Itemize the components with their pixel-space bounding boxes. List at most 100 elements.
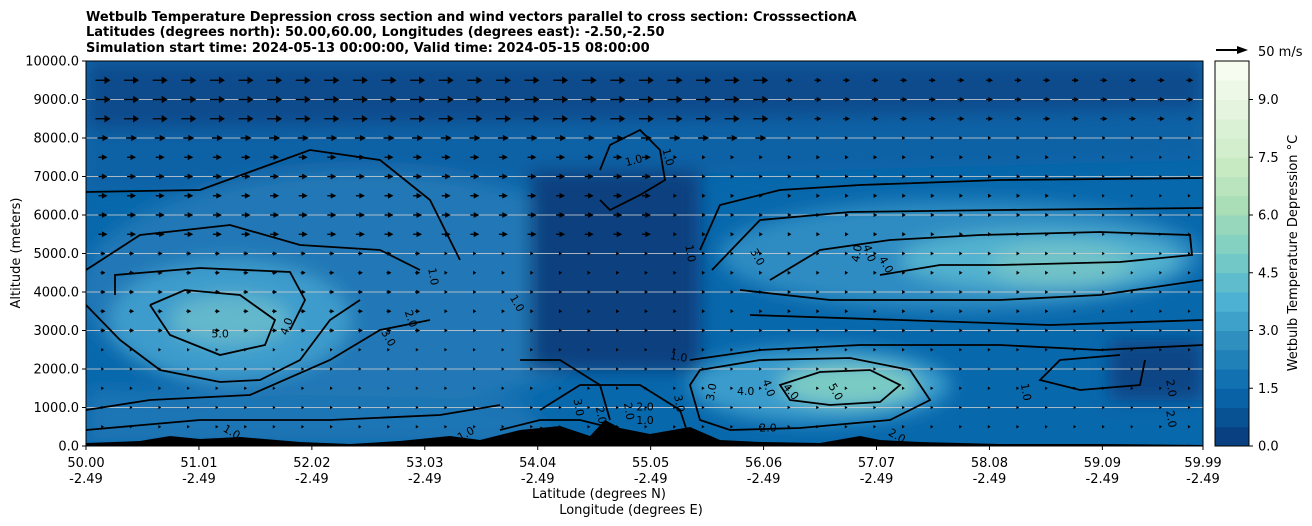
wind-vector	[324, 76, 340, 84]
wind-vector	[244, 347, 247, 352]
wind-vector	[1102, 271, 1105, 275]
wind-vector	[1159, 290, 1162, 294]
wind-vector	[272, 289, 278, 295]
colorbar-segment	[1215, 330, 1249, 351]
wind-vector	[730, 174, 735, 179]
wind-vector	[556, 173, 566, 180]
colorbar-tick-label: 3.0	[1258, 324, 1279, 339]
wind-vector	[98, 231, 108, 238]
wind-vector	[327, 173, 337, 180]
wind-vector	[873, 328, 877, 333]
wind-vector	[467, 115, 483, 123]
wind-vector	[873, 174, 878, 179]
wind-vector	[957, 77, 965, 83]
wind-vector	[300, 289, 306, 295]
wind-vector	[673, 424, 676, 429]
colorbar-segment	[1215, 80, 1249, 100]
contour-label: 2.0	[402, 308, 420, 329]
wind-vector	[1016, 290, 1020, 294]
wind-vector	[444, 347, 448, 352]
wind-vector	[930, 174, 935, 179]
wind-vector	[412, 134, 424, 142]
quiver-key: 50 m/s	[1216, 45, 1303, 60]
wind-vector	[587, 251, 591, 256]
wind-vector	[1016, 251, 1020, 256]
wind-vector	[501, 270, 505, 275]
x-tick-label-lon: -2.49	[634, 472, 668, 487]
wind-vector	[100, 270, 106, 275]
wind-vector	[129, 347, 133, 352]
wind-vector	[787, 174, 792, 179]
wind-vector	[930, 309, 934, 314]
contour-label: 1.0	[659, 147, 676, 167]
wind-vector	[1073, 213, 1077, 217]
wind-vector	[644, 386, 648, 391]
wind-vector	[530, 347, 533, 352]
wind-vector	[1187, 251, 1191, 256]
wind-vector	[928, 116, 936, 122]
wind-vector	[871, 77, 879, 83]
wind-vector	[730, 405, 734, 410]
wind-vector	[558, 405, 562, 410]
wind-vector	[267, 76, 283, 84]
wind-vector	[498, 173, 508, 180]
wind-vector	[501, 386, 505, 391]
wind-vector	[930, 232, 935, 237]
wind-vector	[1102, 232, 1105, 236]
wind-vector	[1045, 405, 1048, 410]
colorbar-segment	[1215, 369, 1249, 389]
wind-vector	[638, 76, 654, 84]
wind-vector	[1187, 155, 1191, 159]
wind-vector	[673, 309, 677, 314]
wind-vector	[155, 173, 165, 180]
wind-vector	[530, 424, 533, 429]
wind-vector	[272, 347, 276, 352]
wind-vector	[183, 134, 195, 142]
wind-vector	[816, 405, 819, 410]
x-tick-label-lat: 54.04	[519, 456, 556, 471]
wind-vector	[129, 270, 135, 275]
colorbar-segment	[1215, 61, 1249, 81]
wind-vector	[814, 96, 822, 103]
wind-vector	[329, 289, 335, 295]
wind-vector	[470, 192, 480, 199]
wind-vector	[95, 76, 111, 84]
contour-label: 1.0	[669, 349, 688, 365]
wind-vector	[441, 192, 451, 199]
wind-vector	[355, 212, 365, 218]
wind-vector	[759, 347, 762, 352]
wind-vector	[1102, 367, 1105, 371]
wind-vector	[644, 347, 648, 352]
wind-vector	[184, 173, 194, 180]
wind-vector	[415, 424, 419, 429]
wind-vector	[158, 386, 162, 391]
wind-vector	[959, 212, 963, 218]
wind-vector	[415, 251, 421, 256]
contour-label: 5.0	[211, 327, 229, 340]
wind-vector	[930, 270, 934, 275]
wind-vector	[873, 386, 877, 391]
wind-vector	[95, 95, 111, 104]
contour-label: 2.0	[759, 422, 777, 435]
y-tick-label: 10000.0	[25, 55, 79, 70]
wind-vector	[902, 251, 906, 256]
wind-vector	[787, 251, 791, 256]
wind-vector	[873, 251, 877, 256]
wind-vector	[157, 309, 163, 314]
wind-vector	[127, 212, 137, 218]
wind-vector	[1071, 96, 1079, 103]
wind-vector	[610, 115, 626, 123]
wind-vector	[1073, 290, 1077, 294]
wind-vector	[524, 115, 540, 123]
wind-vector	[1045, 251, 1049, 256]
wind-vector	[787, 309, 791, 314]
wind-vector	[959, 251, 963, 256]
chart-title-line-2: Latitudes (degrees north): 50.00,60.00, …	[86, 25, 665, 40]
colorbar	[1215, 61, 1249, 447]
wind-vector	[1045, 367, 1048, 371]
x-tick-label-lat: 52.02	[293, 456, 330, 471]
wind-vector	[873, 290, 877, 294]
wind-vector	[326, 134, 338, 142]
wind-vector	[467, 95, 483, 104]
wind-vector	[553, 115, 569, 123]
